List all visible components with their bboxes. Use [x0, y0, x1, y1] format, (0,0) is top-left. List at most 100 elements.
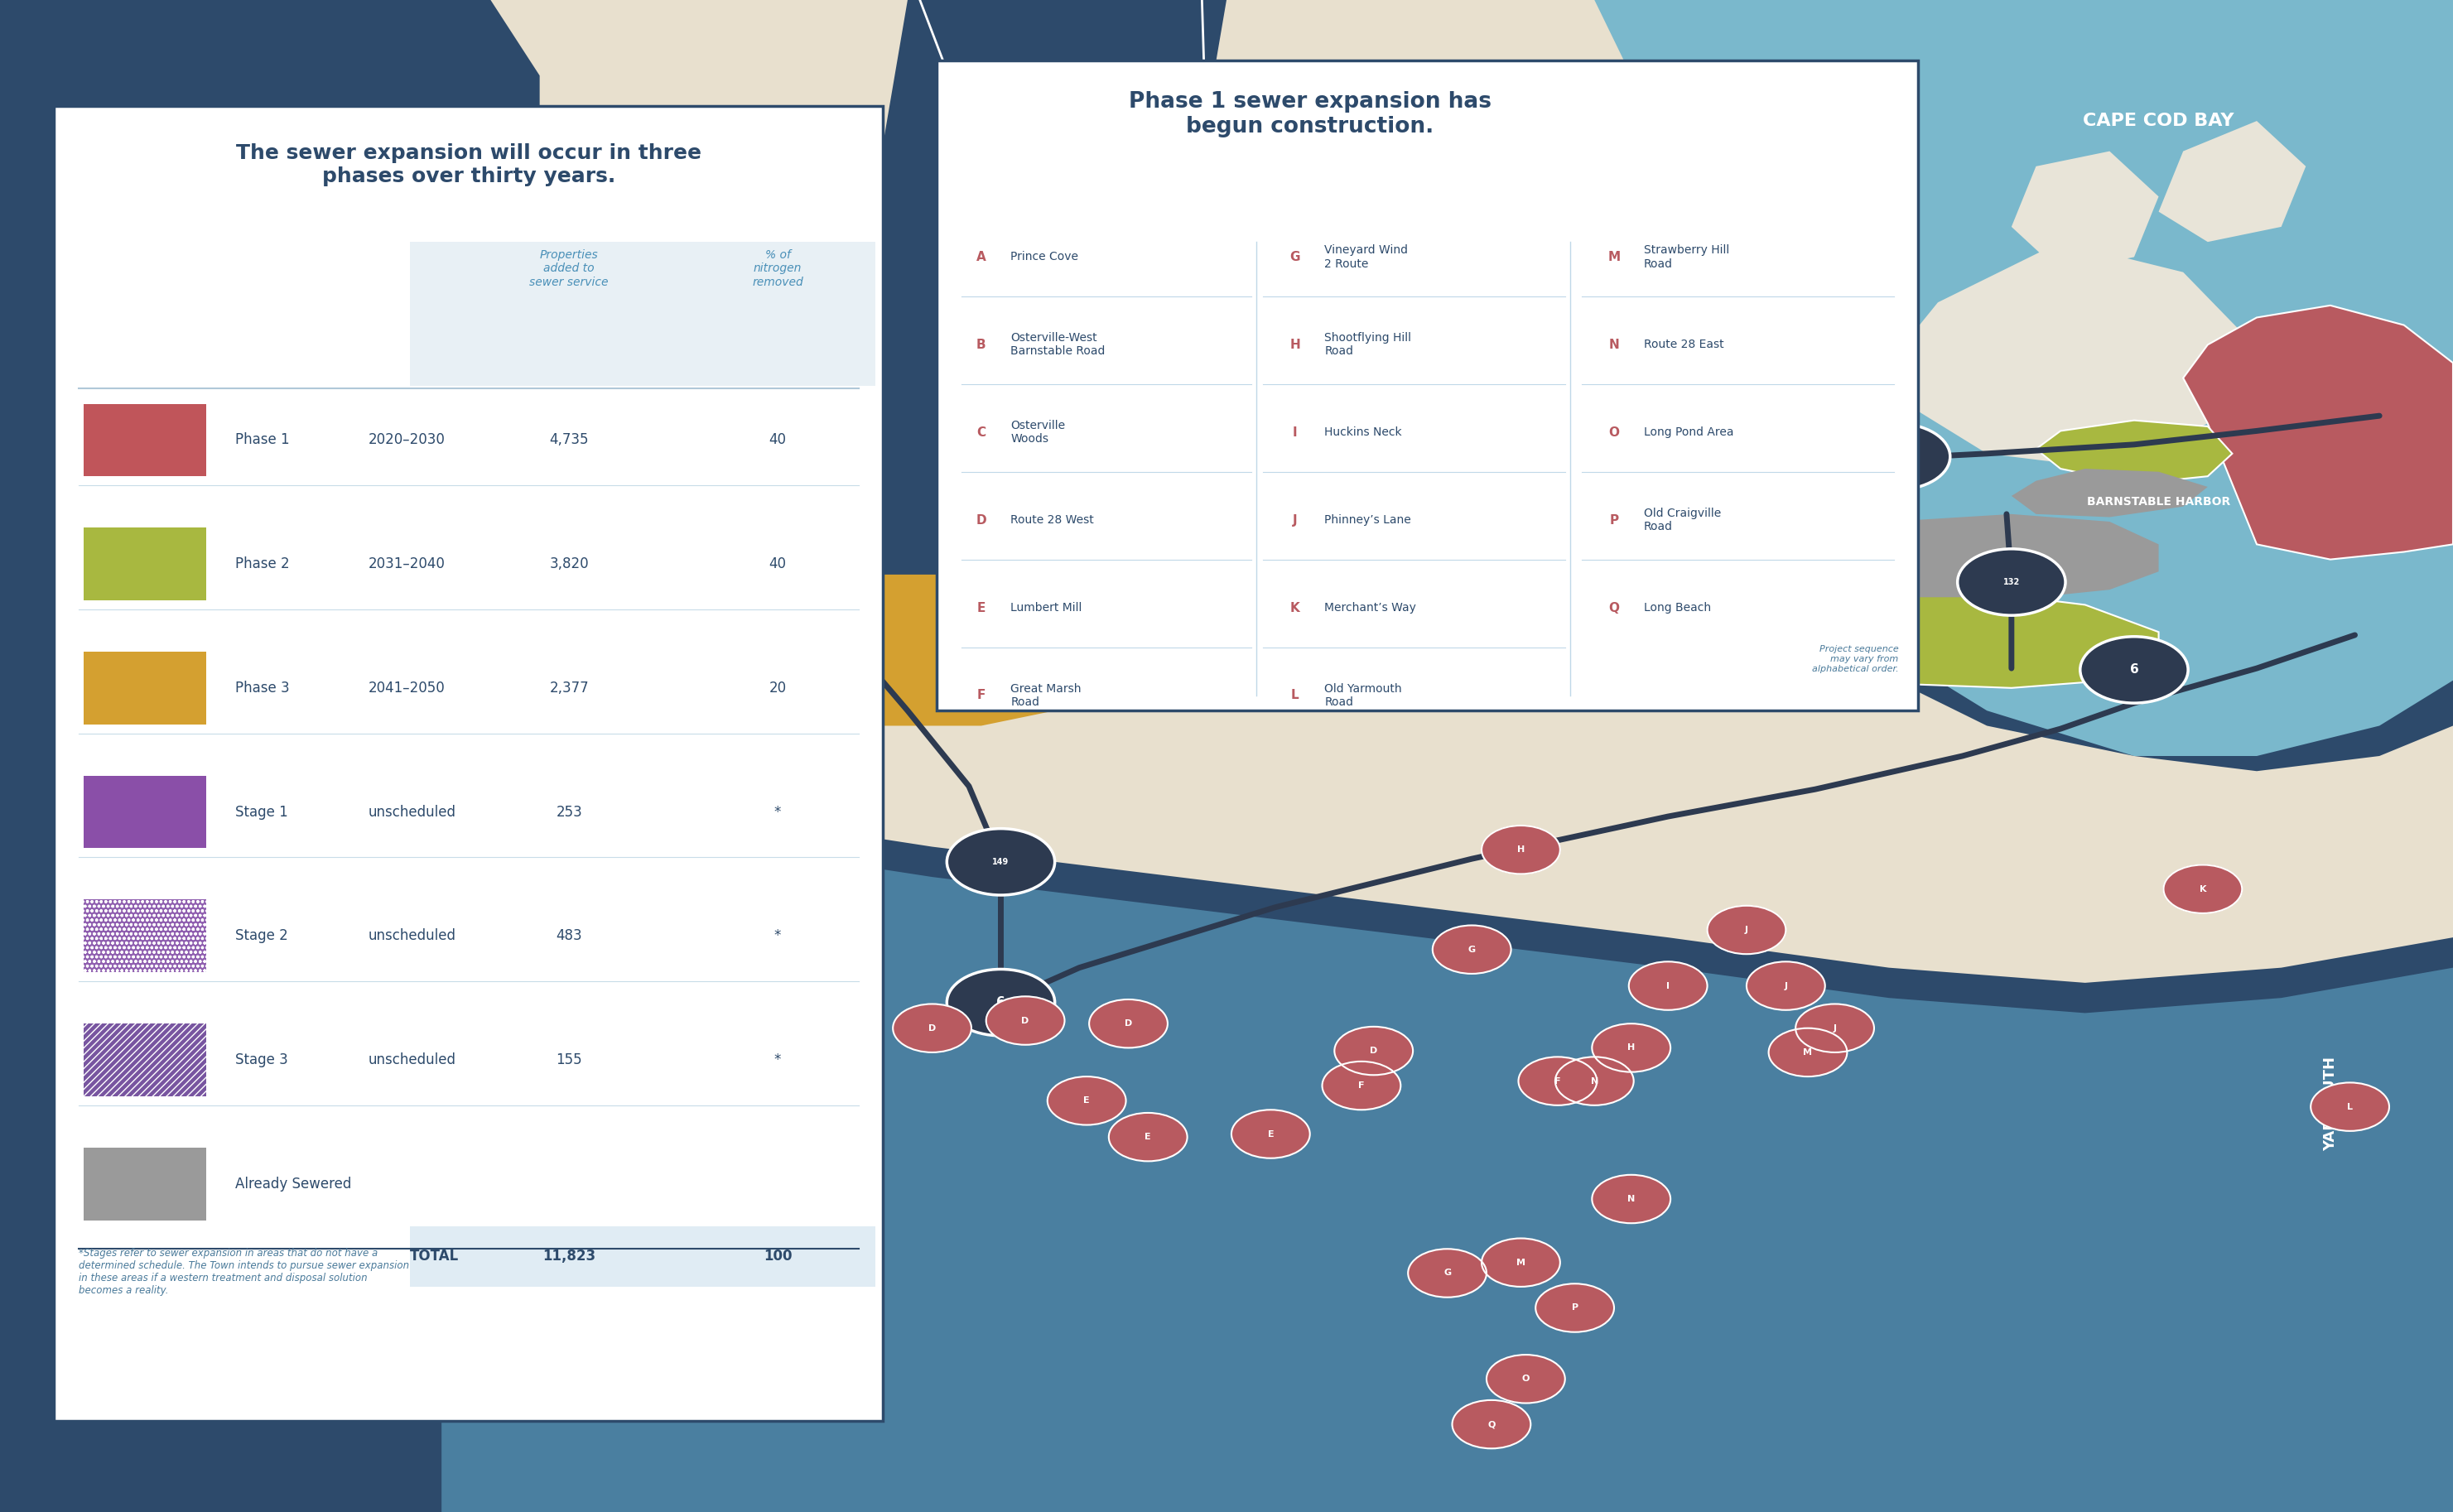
Circle shape [2164, 865, 2242, 913]
Circle shape [1334, 1027, 1413, 1075]
Text: N: N [1609, 339, 1619, 351]
Polygon shape [2011, 151, 2159, 272]
Text: D: D [1123, 1019, 1133, 1028]
FancyBboxPatch shape [83, 652, 206, 724]
Text: Q: Q [1609, 602, 1619, 614]
Circle shape [1482, 1238, 1560, 1287]
Text: CAPE COD BAY: CAPE COD BAY [2083, 113, 2235, 129]
Text: Huckins Neck: Huckins Neck [1325, 426, 1403, 438]
Text: TOTAL: TOTAL [410, 1249, 459, 1264]
Text: Stage 2: Stage 2 [235, 928, 289, 943]
Polygon shape [442, 711, 2453, 1512]
Polygon shape [491, 151, 1423, 726]
Circle shape [733, 1067, 812, 1116]
Circle shape [2080, 637, 2188, 703]
Circle shape [520, 529, 569, 559]
Text: *: * [775, 1052, 780, 1067]
Text: Stage 1: Stage 1 [235, 804, 289, 820]
Text: P: P [1572, 1303, 1577, 1312]
FancyBboxPatch shape [410, 242, 876, 386]
Text: I: I [1666, 981, 1670, 990]
Text: O: O [1609, 426, 1619, 438]
Text: L: L [2348, 1102, 2352, 1111]
Text: D: D [927, 1024, 937, 1033]
Text: YARMOUTH: YARMOUTH [2323, 1057, 2338, 1151]
Circle shape [893, 1004, 971, 1052]
Text: Long Pond Area: Long Pond Area [1644, 426, 1734, 438]
Circle shape [1592, 1024, 1670, 1072]
Text: Properties
added to
sewer service: Properties added to sewer service [530, 249, 608, 287]
Text: Merchant’s Way: Merchant’s Way [1325, 602, 1415, 614]
Circle shape [1089, 999, 1168, 1048]
Circle shape [1536, 1284, 1614, 1332]
Circle shape [1047, 1077, 1126, 1125]
Text: 2041–2050: 2041–2050 [368, 680, 444, 696]
Text: Phase 1: Phase 1 [235, 432, 289, 448]
Text: Q: Q [1487, 1420, 1496, 1429]
Text: 3,820: 3,820 [549, 556, 589, 572]
Text: K: K [1290, 602, 1300, 614]
Polygon shape [638, 257, 1815, 476]
FancyBboxPatch shape [83, 404, 206, 476]
Polygon shape [2183, 305, 2453, 559]
Text: C: C [824, 1148, 829, 1157]
Text: Phase 3: Phase 3 [235, 680, 289, 696]
Text: unscheduled: unscheduled [368, 804, 456, 820]
Circle shape [1707, 906, 1786, 954]
Text: H: H [1626, 1043, 1636, 1052]
Text: Strawberry Hill
Road: Strawberry Hill Road [1644, 245, 1729, 269]
Text: Route 28 East: Route 28 East [1644, 339, 1724, 351]
Circle shape [947, 969, 1055, 1036]
Text: E: E [976, 602, 986, 614]
Circle shape [1231, 1110, 1310, 1158]
Text: D: D [976, 514, 986, 526]
Text: 40: 40 [768, 432, 787, 448]
Text: B: B [770, 1087, 775, 1096]
Text: Vineyard Wind
2 Route: Vineyard Wind 2 Route [1325, 245, 1408, 269]
Text: Great Marsh
Road: Great Marsh Road [1011, 683, 1082, 708]
Text: 40: 40 [768, 556, 787, 572]
Text: B: B [976, 339, 986, 351]
Text: Long Beach: Long Beach [1644, 602, 1710, 614]
Text: 155: 155 [557, 1052, 581, 1067]
Text: J: J [1783, 981, 1788, 990]
Text: I: I [1293, 426, 1298, 438]
Text: The sewer expansion will occur in three
phases over thirty years.: The sewer expansion will occur in three … [235, 144, 702, 186]
Circle shape [947, 829, 1055, 895]
Text: E: E [1268, 1129, 1273, 1139]
Circle shape [1408, 1249, 1487, 1297]
Text: *: * [775, 928, 780, 943]
Text: unscheduled: unscheduled [368, 928, 456, 943]
FancyBboxPatch shape [937, 60, 1918, 711]
Text: Project sequence
may vary from
alphabetical order.: Project sequence may vary from alphabeti… [1813, 646, 1899, 673]
Text: D: D [1369, 1046, 1379, 1055]
Text: 2031–2040: 2031–2040 [368, 556, 444, 572]
Circle shape [1322, 1061, 1401, 1110]
Text: LAKE
WEQUAQUET: LAKE WEQUAQUET [1484, 646, 1558, 670]
Text: 132: 132 [2004, 578, 2019, 587]
FancyBboxPatch shape [83, 900, 206, 972]
Text: 2020–2030: 2020–2030 [368, 432, 444, 448]
FancyBboxPatch shape [410, 1226, 876, 1287]
Text: *: * [775, 804, 780, 820]
Circle shape [1109, 1113, 1187, 1161]
Text: H: H [1290, 339, 1300, 351]
Text: Route 28 West: Route 28 West [1011, 514, 1094, 526]
Text: D: D [1020, 1016, 1030, 1025]
Circle shape [1487, 1355, 1565, 1403]
Text: Old Yarmouth
Road: Old Yarmouth Road [1325, 683, 1403, 708]
Text: unscheduled: unscheduled [368, 1052, 456, 1067]
Text: E: E [1084, 1096, 1089, 1105]
FancyBboxPatch shape [83, 528, 206, 600]
Text: L: L [1290, 689, 1300, 702]
Text: J: J [1744, 925, 1749, 934]
Circle shape [1769, 1028, 1847, 1077]
Text: 253: 253 [557, 804, 581, 820]
Text: Phase 1 sewer expansion has
begun construction.: Phase 1 sewer expansion has begun constr… [1128, 91, 1491, 138]
Text: J: J [1293, 514, 1298, 526]
Circle shape [1518, 1057, 1597, 1105]
Text: Prince Cove: Prince Cove [1011, 251, 1079, 263]
Circle shape [787, 1128, 866, 1176]
Text: F: F [1359, 1081, 1364, 1090]
Text: F: F [976, 689, 986, 702]
